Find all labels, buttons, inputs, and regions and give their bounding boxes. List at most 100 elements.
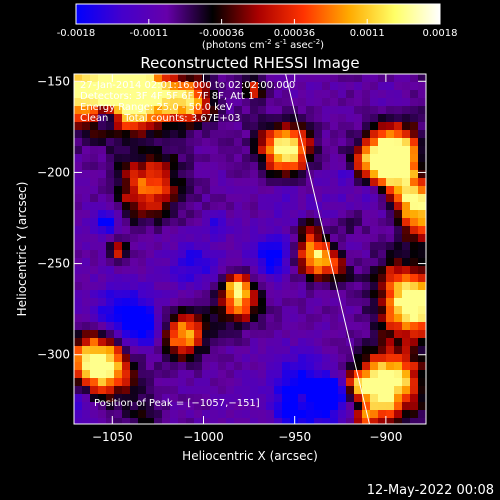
heatmap-cell xyxy=(314,106,322,114)
heatmap-cell xyxy=(354,130,362,138)
heatmap-cell xyxy=(202,338,210,346)
heatmap-cell xyxy=(386,290,394,298)
heatmap-cell xyxy=(130,354,138,362)
heatmap-cell xyxy=(402,410,410,418)
heatmap-cell xyxy=(250,314,258,322)
heatmap-cell xyxy=(74,170,82,178)
heatmap-cell xyxy=(274,162,282,170)
heatmap-cell xyxy=(210,218,218,226)
heatmap-cell xyxy=(74,314,82,322)
heatmap-cell xyxy=(362,394,370,402)
heatmap-cell xyxy=(226,250,234,258)
heatmap-cell xyxy=(314,210,322,218)
heatmap-cell xyxy=(162,186,170,194)
heatmap-cell xyxy=(114,186,122,194)
heatmap-cell xyxy=(370,274,378,282)
heatmap-cell xyxy=(194,378,202,386)
heatmap-cell xyxy=(138,210,146,218)
heatmap-cell xyxy=(242,322,250,330)
heatmap-cell xyxy=(218,98,226,106)
heatmap-cell xyxy=(266,234,274,242)
heatmap-cell xyxy=(106,290,114,298)
heatmap-cell xyxy=(290,378,298,386)
heatmap-cell xyxy=(370,346,378,354)
heatmap-cell xyxy=(170,202,178,210)
heatmap-cell xyxy=(154,330,162,338)
heatmap-cell xyxy=(282,218,290,226)
heatmap-cell xyxy=(378,282,386,290)
heatmap-cell xyxy=(146,354,154,362)
heatmap-cell xyxy=(338,194,346,202)
heatmap-cell xyxy=(202,74,210,82)
heatmap-cell xyxy=(418,162,426,170)
heatmap-cell xyxy=(154,418,162,424)
heatmap-cell xyxy=(162,410,170,418)
heatmap-cell xyxy=(170,194,178,202)
heatmap-cell xyxy=(218,258,226,266)
heatmap-cell xyxy=(226,378,234,386)
heatmap-cell xyxy=(234,82,242,90)
heatmap-cell xyxy=(242,178,250,186)
heatmap-cell xyxy=(330,402,338,410)
heatmap-cell xyxy=(338,106,346,114)
heatmap-cell xyxy=(90,130,98,138)
heatmap-cell xyxy=(402,130,410,138)
heatmap-cell xyxy=(242,298,250,306)
heatmap-cell xyxy=(362,82,370,90)
heatmap-cell xyxy=(186,194,194,202)
heatmap-cell xyxy=(290,186,298,194)
heatmap-cell xyxy=(186,330,194,338)
heatmap-cell xyxy=(146,218,154,226)
heatmap-cell xyxy=(154,410,162,418)
heatmap-cell xyxy=(130,346,138,354)
heatmap-cell xyxy=(322,362,330,370)
heatmap-cell xyxy=(306,290,314,298)
heatmap-cell xyxy=(234,242,242,250)
heatmap-cell xyxy=(354,178,362,186)
heatmap-cell xyxy=(402,98,410,106)
heatmap-cell xyxy=(178,338,186,346)
heatmap-cell xyxy=(282,258,290,266)
heatmap-cell xyxy=(410,282,418,290)
heatmap-cell xyxy=(306,194,314,202)
heatmap-cell xyxy=(402,418,410,424)
heatmap-cell xyxy=(210,290,218,298)
heatmap-cell xyxy=(258,130,266,138)
heatmap-cell xyxy=(74,338,82,346)
heatmap-cell xyxy=(362,162,370,170)
heatmap-cell xyxy=(194,194,202,202)
heatmap-cell xyxy=(250,282,258,290)
heatmap-cell xyxy=(186,266,194,274)
heatmap-cell xyxy=(114,250,122,258)
heatmap-cell xyxy=(338,386,346,394)
heatmap-cell xyxy=(298,314,306,322)
heatmap-cell xyxy=(386,170,394,178)
heatmap-cell xyxy=(226,114,234,122)
heatmap-cell xyxy=(202,394,210,402)
heatmap-cell xyxy=(242,186,250,194)
heatmap-cell xyxy=(386,242,394,250)
heatmap-cell xyxy=(106,258,114,266)
heatmap-cell xyxy=(282,170,290,178)
heatmap-cell xyxy=(114,314,122,322)
heatmap-cell xyxy=(218,418,226,424)
heatmap-cell xyxy=(202,154,210,162)
heatmap-cell xyxy=(266,314,274,322)
heatmap-cell xyxy=(162,178,170,186)
heatmap-cell xyxy=(82,314,90,322)
heatmap-cell xyxy=(410,378,418,386)
heatmap-cell xyxy=(346,162,354,170)
heatmap-cell xyxy=(378,226,386,234)
heatmap-cell xyxy=(290,322,298,330)
heatmap-cell xyxy=(378,154,386,162)
heatmap-cell xyxy=(234,330,242,338)
heatmap-cell xyxy=(170,386,178,394)
heatmap-cell xyxy=(106,346,114,354)
heatmap-cell xyxy=(354,82,362,90)
heatmap-cell xyxy=(186,210,194,218)
heatmap-cell xyxy=(82,122,90,130)
heatmap-cell xyxy=(354,402,362,410)
heatmap-cell xyxy=(386,386,394,394)
heatmap-cell xyxy=(394,106,402,114)
heatmap-cell xyxy=(106,266,114,274)
